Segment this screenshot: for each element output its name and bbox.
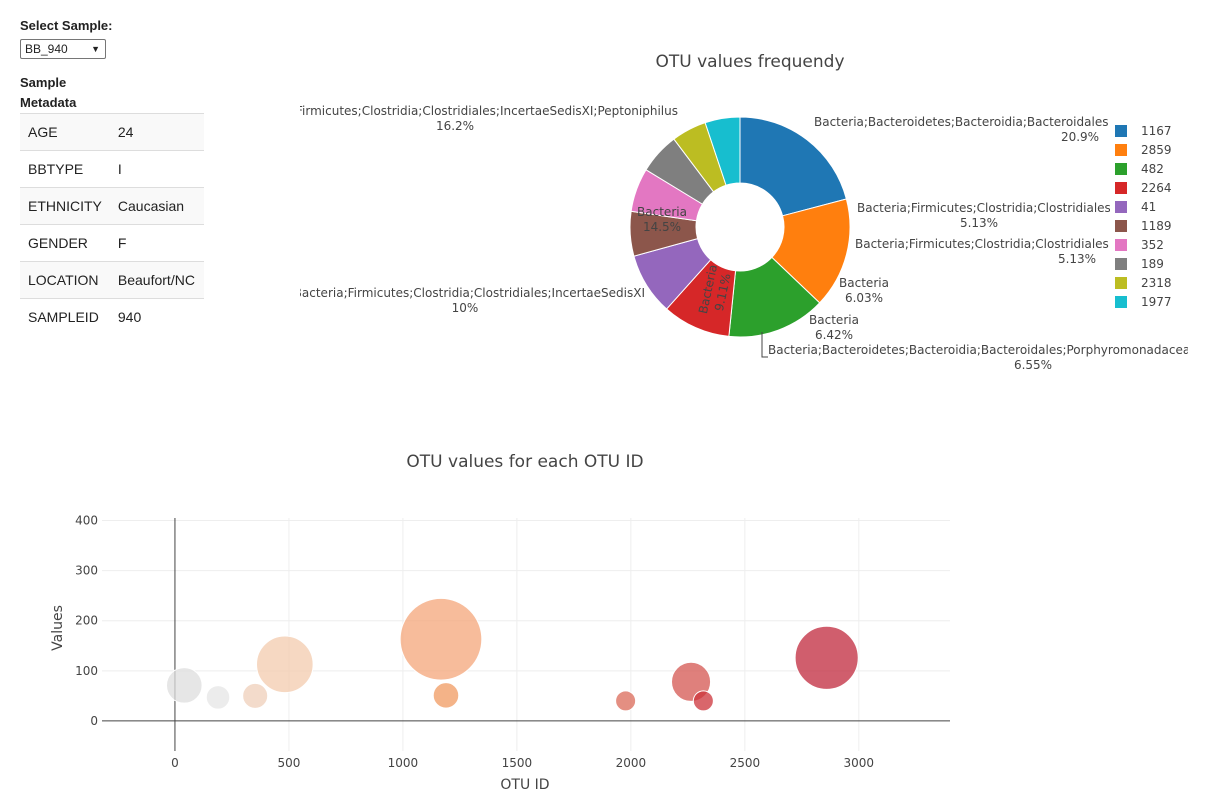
pie-label-1167: Bacteria;Bacteroidetes;Bacteroidia;Bacte… (814, 115, 1108, 144)
x-tick-label: 500 (277, 756, 300, 770)
legend-label-2859: 2859 (1141, 143, 1172, 157)
pie-slice-1977 (704, 116, 741, 186)
bubble-352 (242, 682, 269, 709)
pie-plot-area: Bacteria;Bacteroidetes;Bacteroidia;Bacte… (300, 104, 1190, 372)
y-tick-label: 200 (75, 614, 98, 628)
y-tick-label: 300 (75, 564, 98, 578)
metadata-key: AGE (20, 113, 110, 151)
metadata-key: LOCATION (20, 261, 110, 299)
legend-label-2318: 2318 (1141, 276, 1172, 290)
metadata-row: SAMPLEID 940 (20, 298, 204, 335)
bubble-1977 (615, 690, 637, 712)
pie-label-1189: Bacteria;Bacteroidetes;Bacteroidia;Bacte… (768, 343, 1190, 372)
metadata-key: GENDER (20, 224, 110, 262)
legend-label-1189: 1189 (1141, 219, 1172, 233)
pie-label-2859: Bacteria;Firmicutes;Clostridia;Clostridi… (300, 104, 678, 133)
legend-label-482: 482 (1141, 162, 1164, 176)
y-tick-label: 100 (75, 664, 98, 678)
metadata-key: SAMPLEID (20, 298, 110, 335)
x-tick-label: 1500 (502, 756, 533, 770)
bubble-2859 (794, 625, 859, 690)
metadata-table: AGE 24 BBTYPE I ETHNICITY Caucasian GENDER F LOC… (20, 113, 204, 335)
metadata-row: ETHNICITY Caucasian (20, 187, 204, 225)
pie-label-352: Bacteria 6.42% (809, 313, 859, 342)
pie-title: OTU values frequendy (655, 52, 844, 72)
metadata-value: F (109, 224, 204, 262)
legend-label-1167: 1167 (1141, 124, 1172, 138)
legend-label-1977: 1977 (1141, 295, 1172, 309)
pie-slice-1167 (739, 116, 847, 217)
sample-select[interactable]: BB_940 ▼ (20, 39, 106, 59)
bubble-1189 (432, 682, 460, 709)
bubble-chart: OTU values for each OTU ID0 500 1000 1500 20… (50, 452, 950, 793)
pie-label-189: Bacteria 6.03% (839, 276, 889, 305)
x-tick-label: 0 (171, 756, 179, 770)
legend-swatch-1189 (1115, 220, 1127, 232)
x-tick-label: 2000 (616, 756, 647, 770)
x-tick-label: 1000 (388, 756, 419, 770)
sidebar: Select Sample: BB_940 ▼ Sample Metadata … (20, 18, 210, 335)
metadata-value: Beaufort/NC (109, 261, 204, 299)
y-tick-label: 400 (75, 514, 98, 528)
metadata-key: ETHNICITY (20, 187, 110, 225)
x-tick-label: 3000 (844, 756, 875, 770)
bubble-482 (256, 635, 314, 694)
legend-swatch-482 (1115, 163, 1127, 175)
chevron-down-icon: ▼ (91, 44, 100, 54)
legend-swatch-352 (1115, 239, 1127, 251)
legend-swatch-2859 (1115, 144, 1127, 156)
metadata-title: Sample Metadata (20, 75, 77, 110)
metadata-value: I (109, 150, 204, 188)
legend-label-2264: 2264 (1141, 181, 1172, 195)
legend-swatch-1167 (1115, 125, 1127, 137)
legend-swatch-189 (1115, 258, 1127, 270)
legend-swatch-2318 (1115, 277, 1127, 289)
select-sample-label: Select Sample: (20, 18, 113, 33)
pie-label-2264: Bacteria;Firmicutes;Clostridia;Clostridi… (300, 286, 645, 315)
legend-label-189: 189 (1141, 257, 1164, 271)
metadata-row: BBTYPE I (20, 150, 204, 188)
metadata-value: Caucasian (109, 187, 204, 225)
pie-label-1977: Bacteria;Firmicutes;Clostridia;Clostridi… (857, 201, 1111, 230)
metadata-value: 940 (109, 298, 204, 335)
bubble-title: OTU values for each OTU ID (406, 452, 643, 472)
pie-label-2318: Bacteria;Firmicutes;Clostridia;Clostridi… (855, 237, 1109, 266)
legend-swatch-2264 (1115, 182, 1127, 194)
metadata-row: AGE 24 (20, 113, 204, 151)
pie-legend: 1167 2859 482 2264 41 1189 352 189 2318 1977 (1110, 116, 1180, 312)
sample-select-value: BB_940 (25, 42, 68, 56)
y-axis-title: Values (50, 605, 66, 651)
metadata-value: 24 (109, 113, 204, 151)
legend-swatch-41 (1115, 201, 1127, 213)
legend-label-41: 41 (1141, 200, 1156, 214)
pie-label-482: Bacteria 14.5% (637, 205, 687, 234)
bubble-41 (166, 667, 203, 704)
bubble-189 (205, 685, 231, 710)
y-tick-label: 0 (90, 714, 98, 728)
x-axis-title: OTU ID (500, 777, 549, 793)
metadata-row: GENDER F (20, 224, 204, 262)
bubble-2318 (692, 690, 714, 712)
metadata-key: BBTYPE (20, 150, 110, 188)
metadata-row: LOCATION Beaufort/NC (20, 261, 204, 299)
legend-swatch-1977 (1115, 296, 1127, 308)
legend-label-352: 352 (1141, 238, 1164, 252)
bubble-markers (166, 597, 859, 712)
bubble-1167 (399, 597, 483, 681)
pie-chart: Bacteria;Bacteroidetes;Bacteroidia;Bacte… (300, 52, 1190, 372)
pie-leader-1189 (761, 332, 768, 358)
x-tick-label: 2500 (730, 756, 761, 770)
